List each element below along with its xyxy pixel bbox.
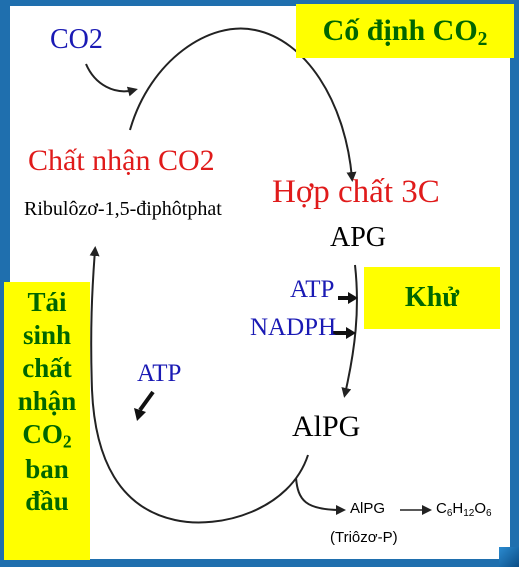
apg-label: APG	[330, 222, 387, 253]
corner-decoration	[499, 547, 519, 567]
atp-regeneration-arrow	[138, 390, 155, 412]
co2-input-arrow	[85, 63, 138, 97]
atp-reduction-label: ATP	[290, 276, 335, 303]
acceptor-label: Chất nhận CO2	[28, 144, 215, 177]
regeneration-stage-box: Tái sinh chất nhận CO2 ban đầu	[4, 282, 90, 560]
cycle-arc-top	[129, 27, 357, 182]
cycle-arc-bottom	[89, 246, 309, 524]
nadph-label: NADPH	[250, 314, 337, 341]
alpg-output-label: AlPG	[350, 500, 386, 517]
triose-label: (Triôzơ-P)	[330, 529, 398, 546]
reduction-stage-box: Khử	[364, 267, 500, 329]
cycle-arc-right	[341, 264, 358, 398]
co2-input-label: CO2	[50, 24, 103, 55]
alpg-label: AlPG	[292, 410, 361, 443]
glucose-formula: C6H12O6	[436, 500, 492, 519]
compound-3c-label: Hợp chất 3C	[272, 174, 440, 210]
output-arrow	[295, 477, 346, 515]
atp-regeneration-label: ATP	[137, 360, 182, 387]
rubp-label: Ribulôzơ-1,5-điphôtphat	[24, 198, 222, 220]
fixation-stage-box: Cố định CO2	[296, 4, 514, 58]
